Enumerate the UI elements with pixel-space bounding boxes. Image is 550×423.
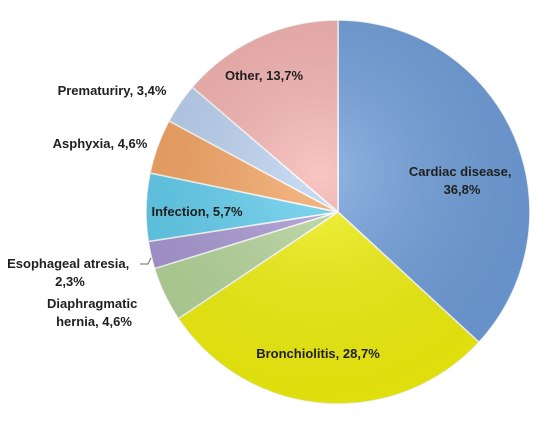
label-asphyxia-line1: Asphyxia, 4,6%	[53, 136, 148, 151]
slice-labels: Cardiac disease, 36,8% Bronchiolitis, 28…	[7, 68, 515, 361]
label-cardiac-line1: Cardiac disease,	[409, 164, 512, 179]
label-cardiac-line2: 36,8%	[444, 182, 481, 197]
leader-lines	[140, 257, 152, 265]
label-prematuriry: Prematuriry, 3,4%	[58, 83, 167, 98]
label-esophageal-line1: Esophageal atresia,	[7, 256, 129, 271]
label-infection-line1: Infection, 5,7%	[151, 204, 242, 219]
label-other: Other, 13,7%	[225, 68, 303, 83]
label-infection: Infection, 5,7%	[151, 204, 242, 219]
label-esophageal-line2: 2,3%	[55, 274, 85, 289]
label-asphyxia: Asphyxia, 4,6%	[53, 136, 148, 151]
label-bronchiolitis: Bronchiolitis, 28,7%	[256, 346, 380, 361]
label-prematuriry-line1: Prematuriry, 3,4%	[58, 83, 167, 98]
label-diaphragmatic-line1: Diaphragmatic	[47, 296, 137, 311]
label-cardiac-disease: Cardiac disease, 36,8%	[409, 164, 515, 197]
esophageal-leader-line	[140, 257, 152, 265]
label-diaphragmatic-hernia: Diaphragmatic hernia, 4,6%	[47, 296, 141, 329]
label-esophageal-atresia: Esophageal atresia, 2,3%	[7, 256, 133, 289]
label-other-line1: Other, 13,7%	[225, 68, 303, 83]
label-bronchiolitis-line1: Bronchiolitis, 28,7%	[256, 346, 380, 361]
label-diaphragmatic-line2: hernia, 4,6%	[56, 314, 132, 329]
